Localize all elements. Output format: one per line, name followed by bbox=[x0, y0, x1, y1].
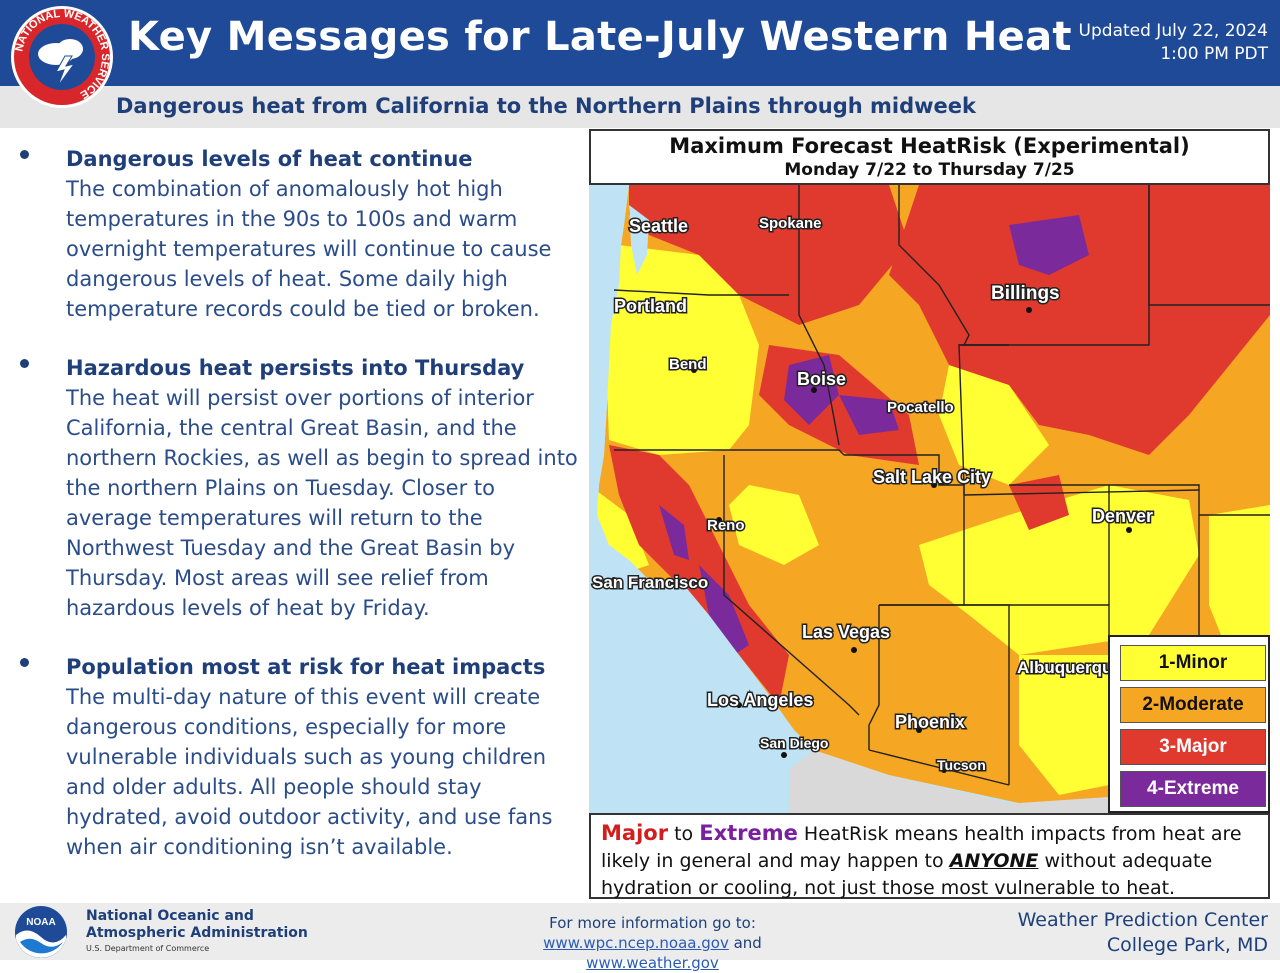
nws-logo-icon: NATIONAL WEATHER SERVICE bbox=[11, 6, 113, 108]
key-message-body: The combination of anomalously hot high … bbox=[66, 177, 552, 321]
city-label: Denver bbox=[1092, 506, 1153, 526]
key-message: Hazardous heat persists into Thursday Th… bbox=[18, 353, 578, 623]
impact-note: Major to Extreme HeatRisk means health i… bbox=[589, 813, 1270, 899]
key-message-body: The multi-day nature of this event will … bbox=[66, 685, 553, 859]
legend-moderate: 2-Moderate bbox=[1120, 687, 1266, 723]
note-extreme: Extreme bbox=[699, 821, 798, 845]
updated-timestamp: Updated July 22, 2024 1:00 PM PDT bbox=[1079, 20, 1268, 66]
legend-extreme: 4-Extreme bbox=[1120, 771, 1266, 807]
state-borders bbox=[613, 185, 1270, 786]
key-message-heading: Dangerous levels of heat continue bbox=[66, 147, 473, 171]
key-message-heading: Population most at risk for heat impacts bbox=[66, 655, 546, 679]
bullet-icon bbox=[20, 359, 29, 368]
wpc-name: Weather Prediction Center bbox=[1017, 909, 1268, 931]
city-label: Reno bbox=[707, 517, 745, 534]
city-label: Los Angeles bbox=[707, 690, 813, 710]
note-text: HeatRisk means health impacts from heat … bbox=[601, 823, 1242, 872]
city-label: Boise bbox=[797, 369, 846, 389]
city-label: Pocatello bbox=[887, 399, 954, 416]
wpc-location: College Park, MD bbox=[1106, 934, 1268, 956]
city-label: Phoenix bbox=[895, 712, 965, 732]
city-label: Seattle bbox=[629, 216, 688, 236]
city-label: Spokane bbox=[759, 215, 822, 232]
city-label: Albuquerque bbox=[1017, 658, 1122, 677]
weather-gov-link[interactable]: www.weather.gov bbox=[586, 954, 719, 972]
noaa-name: National Oceanic and Atmospheric Adminis… bbox=[86, 908, 308, 942]
minor-zones bbox=[589, 245, 1270, 795]
noaa-name-line: Atmospheric Administration bbox=[86, 925, 308, 941]
heatrisk-legend: 1-Minor 2-Moderate 3-Major 4-Extreme bbox=[1108, 635, 1270, 813]
legend-major: 3-Major bbox=[1120, 729, 1266, 765]
more-info-label: For more information go to: bbox=[549, 914, 756, 932]
wpc-credit: Weather Prediction Center College Park, … bbox=[1018, 908, 1268, 958]
note-to: to bbox=[668, 823, 700, 845]
wpc-link[interactable]: www.wpc.ncep.noaa.gov bbox=[543, 934, 729, 952]
city-label: San Francisco bbox=[592, 573, 708, 592]
key-messages: Dangerous levels of heat continue The co… bbox=[18, 144, 578, 891]
note-text-end: without adequate hydration or cooling, n… bbox=[601, 850, 1213, 899]
key-message: Population most at risk for heat impacts… bbox=[18, 652, 578, 862]
map-title: Maximum Forecast HeatRisk (Experimental) bbox=[669, 134, 1190, 158]
link-separator: and bbox=[728, 934, 762, 952]
key-message: Dangerous levels of heat continue The co… bbox=[18, 144, 578, 324]
city-label: Bend bbox=[669, 356, 707, 373]
city-label: San Diego bbox=[760, 735, 828, 751]
svg-text:NOAA: NOAA bbox=[26, 917, 55, 928]
subtitle-bar bbox=[0, 86, 1280, 128]
page-subtitle: Dangerous heat from California to the No… bbox=[116, 94, 976, 118]
city-markers bbox=[611, 222, 1132, 773]
noaa-name-line: National Oceanic and bbox=[86, 908, 254, 924]
city-label: Portland bbox=[614, 296, 687, 316]
legend-minor: 1-Minor bbox=[1120, 645, 1266, 681]
noaa-department: U.S. Department of Commerce bbox=[86, 944, 210, 953]
map-title-box: Maximum Forecast HeatRisk (Experimental)… bbox=[589, 129, 1270, 185]
city-label: Las Vegas bbox=[802, 622, 890, 642]
page-title: Key Messages for Late-July Western Heat bbox=[128, 14, 1072, 60]
city-label: Salt Lake City bbox=[873, 467, 991, 487]
bullet-icon bbox=[20, 658, 29, 667]
note-major: Major bbox=[601, 821, 669, 845]
key-message-body: The heat will persist over portions of i… bbox=[66, 386, 578, 620]
more-info: For more information go to: www.wpc.ncep… bbox=[480, 913, 825, 973]
city-label: Billings bbox=[991, 283, 1060, 304]
mexico-region bbox=[789, 745, 1109, 813]
city-label: Tucson bbox=[937, 757, 986, 773]
key-message-heading: Hazardous heat persists into Thursday bbox=[66, 356, 525, 380]
heatrisk-map-svg: Seattle Spokane Portland Billings Bend B… bbox=[589, 185, 1270, 813]
water-bodies bbox=[589, 185, 814, 813]
bullet-icon bbox=[20, 150, 29, 159]
note-anyone: ANYONE bbox=[949, 850, 1039, 872]
updated-time: 1:00 PM PDT bbox=[1160, 44, 1268, 64]
map-subtitle: Monday 7/22 to Thursday 7/25 bbox=[784, 160, 1075, 180]
noaa-logo-icon: NOAA bbox=[15, 906, 67, 958]
updated-date: Updated July 22, 2024 bbox=[1078, 21, 1268, 41]
footer-bar bbox=[0, 903, 1280, 960]
header-bar bbox=[0, 0, 1280, 86]
